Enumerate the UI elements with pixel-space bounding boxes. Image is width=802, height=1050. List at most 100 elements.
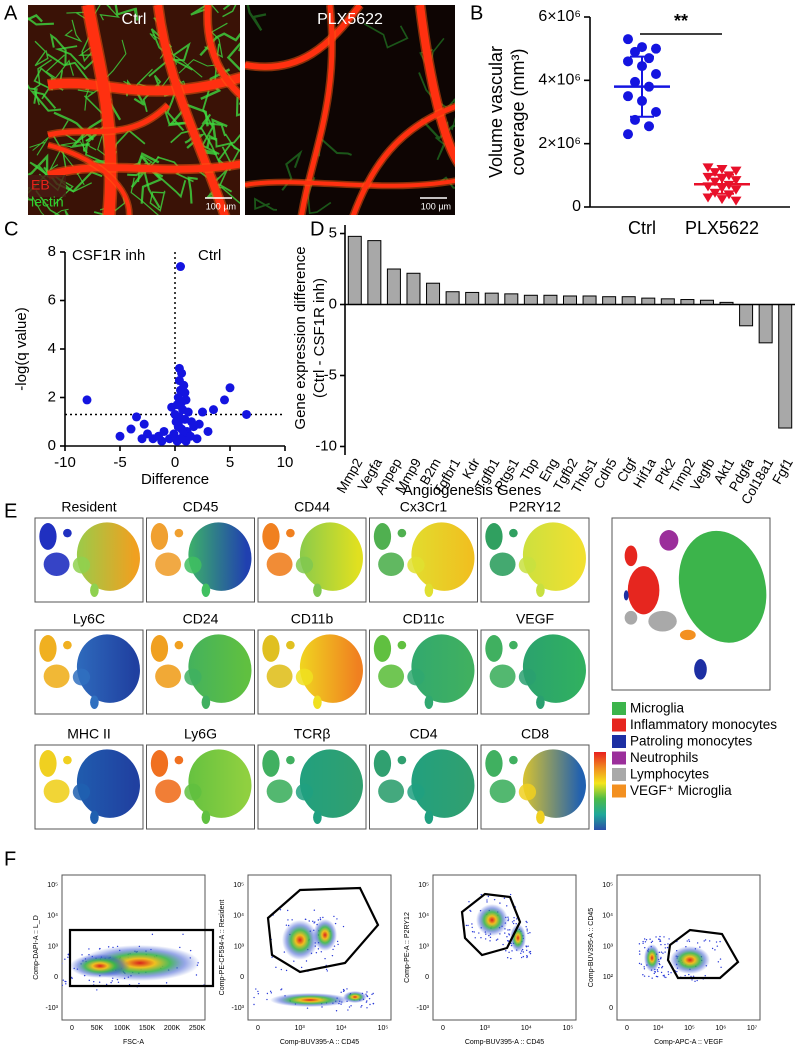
- event: [215, 946, 216, 947]
- event: [520, 952, 522, 955]
- event: [269, 990, 272, 993]
- event: [667, 973, 670, 976]
- point: [198, 407, 207, 417]
- event: [62, 979, 65, 981]
- point: [115, 431, 125, 441]
- event: [527, 945, 529, 947]
- density: [253, 909, 375, 1012]
- cluster: [485, 523, 503, 550]
- event: [279, 909, 282, 911]
- point: [189, 422, 199, 432]
- plot-title: Cx3Cr1: [400, 499, 448, 515]
- lectin-vessel: [28, 161, 48, 195]
- plot-title: Ly6C: [73, 611, 105, 627]
- point: [716, 165, 728, 174]
- event: [504, 932, 506, 934]
- event: [654, 970, 656, 973]
- event: [45, 941, 46, 942]
- cluster: [411, 634, 475, 703]
- y-axis-label: Comp-DAPI-A :: L_D: [33, 915, 40, 980]
- event: [642, 974, 644, 976]
- event: [513, 916, 515, 919]
- vessel: [47, 103, 170, 138]
- cluster: [536, 695, 545, 709]
- event: [691, 979, 693, 981]
- legend-label: Microglia: [630, 701, 685, 716]
- event: [474, 937, 476, 939]
- x-axis-label: FSC-A: [123, 1039, 144, 1046]
- event: [658, 938, 660, 940]
- event: [361, 1004, 363, 1007]
- event: [659, 940, 661, 943]
- cluster: [188, 522, 252, 591]
- event: [660, 971, 663, 974]
- event: [676, 970, 678, 973]
- x-tick-label: -10: [54, 454, 76, 471]
- significance-label: **: [674, 11, 688, 31]
- y-tick-label: 2: [48, 388, 56, 405]
- event: [525, 926, 527, 928]
- event: [346, 988, 348, 990]
- event: [510, 957, 512, 960]
- event: [650, 941, 653, 944]
- cluster: [536, 583, 545, 597]
- lectin-vessel: [114, 5, 139, 21]
- cluster-overview: [611, 517, 771, 691]
- vessel: [245, 5, 363, 70]
- event: [719, 940, 721, 943]
- event: [661, 965, 664, 968]
- event: [325, 968, 328, 971]
- event: [638, 962, 641, 965]
- y-tick-label: 10²: [603, 974, 614, 981]
- y-tick-label: 6×10⁶: [538, 8, 581, 25]
- event: [638, 943, 641, 945]
- cluster: [489, 779, 516, 803]
- density-blob: [644, 944, 660, 972]
- event: [525, 946, 528, 948]
- lectin-vessel: [206, 118, 228, 148]
- cluster: [262, 523, 280, 550]
- x-axis-label: Comp-APC-A :: VEGF: [654, 1039, 723, 1046]
- cluster: [174, 755, 184, 765]
- x-tick-label: 10³: [295, 1025, 306, 1032]
- point: [623, 34, 633, 45]
- event: [138, 982, 140, 985]
- gate: [68, 928, 215, 988]
- tsne-plot: [34, 517, 144, 603]
- point: [623, 129, 633, 140]
- point: [644, 121, 654, 132]
- event: [326, 970, 329, 972]
- cluster: [648, 610, 677, 632]
- event: [489, 936, 492, 939]
- event: [527, 932, 529, 935]
- bar: [778, 304, 793, 429]
- event: [62, 962, 63, 965]
- cluster: [90, 695, 99, 709]
- x-tick-label: 10⁴: [336, 1025, 347, 1032]
- plot-title: CD11b: [291, 611, 334, 627]
- tsne-plot: [257, 629, 367, 715]
- cluster: [155, 779, 182, 803]
- event: [643, 938, 646, 940]
- cluster: [485, 635, 503, 662]
- event: [495, 939, 498, 941]
- event: [696, 942, 699, 944]
- cluster: [659, 530, 679, 551]
- event: [117, 981, 120, 983]
- event: [334, 922, 337, 925]
- event: [651, 977, 653, 979]
- cluster: [188, 634, 252, 703]
- cluster: [522, 634, 586, 703]
- event: [286, 909, 289, 912]
- event: [659, 958, 662, 960]
- cluster: [63, 528, 72, 538]
- y-tick-label: 10⁴: [602, 913, 613, 920]
- point: [730, 196, 742, 206]
- event: [293, 960, 295, 962]
- event: [343, 989, 345, 992]
- panel-label: D: [310, 218, 324, 240]
- microscopy-image: [28, 5, 240, 215]
- channel-label: EB: [31, 177, 50, 193]
- event: [714, 949, 716, 951]
